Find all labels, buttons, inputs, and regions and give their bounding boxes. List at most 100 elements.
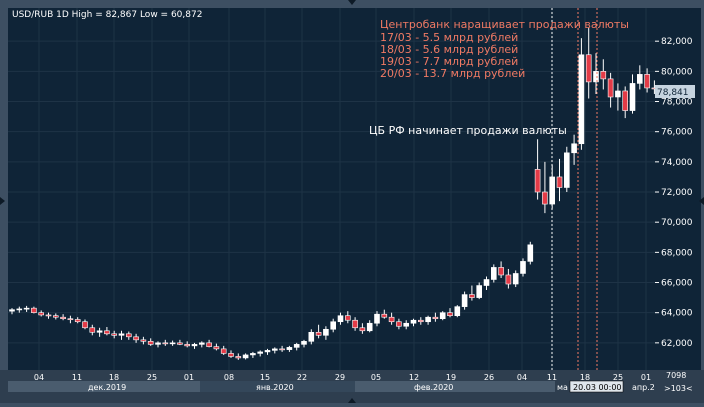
candle-body xyxy=(133,336,139,341)
candle xyxy=(520,258,526,277)
candle-body xyxy=(381,313,388,318)
y-tick-label: 66,000 xyxy=(661,279,693,289)
candle xyxy=(126,331,132,340)
candle-body xyxy=(352,319,358,329)
volume-label: 7098 xyxy=(666,371,686,380)
candle-body xyxy=(439,312,446,320)
candle-body xyxy=(23,307,30,310)
candle-body xyxy=(206,342,212,347)
annotation-white-note: ЦБ РФ начинает продажи валюты xyxy=(369,124,567,137)
candle xyxy=(622,86,629,119)
candle xyxy=(563,146,570,193)
candle-body xyxy=(622,90,629,111)
y-tick-label: 82,000 xyxy=(661,37,693,47)
plot-area xyxy=(8,8,655,370)
candle-body xyxy=(512,273,519,285)
candle xyxy=(177,339,183,346)
price-axis-area xyxy=(655,8,701,370)
x-tick-label: 22 xyxy=(297,373,307,382)
candle xyxy=(235,353,242,360)
month-label: фев.2020 xyxy=(414,383,453,392)
x-tick-label: 19 xyxy=(446,373,456,382)
candle xyxy=(250,351,256,358)
candle xyxy=(505,268,512,289)
candle-body xyxy=(520,261,526,274)
candle xyxy=(629,74,636,114)
candle xyxy=(315,324,322,339)
candle-body xyxy=(403,322,410,327)
candle-body xyxy=(111,333,117,336)
candle-body xyxy=(556,176,563,188)
candle-body xyxy=(315,331,322,336)
candle xyxy=(9,308,15,315)
candle xyxy=(104,327,110,336)
candle xyxy=(571,134,577,165)
x-tick-label: 15 xyxy=(260,373,270,382)
candle xyxy=(636,65,643,90)
candle-body xyxy=(177,342,183,345)
candle xyxy=(498,261,504,278)
candle xyxy=(556,158,563,202)
candle xyxy=(461,291,468,310)
x-tick-label: 18 xyxy=(580,373,590,382)
right-arrow-icon[interactable] xyxy=(699,197,704,205)
candle xyxy=(469,285,475,301)
candle-body xyxy=(476,285,483,298)
x-tick-label: 04 xyxy=(517,373,527,382)
x-tick-label: 25 xyxy=(613,373,623,382)
left-arrow-icon[interactable] xyxy=(0,197,5,205)
candle xyxy=(52,313,59,320)
annotation-red-title: Центробанк наращивает продажи валюты xyxy=(380,18,629,31)
crosshair-date: 20.03 00:00 xyxy=(573,383,622,392)
candle-body xyxy=(542,191,548,205)
candle-body xyxy=(31,307,37,313)
scroll-label[interactable]: >103< xyxy=(664,384,693,393)
x-tick-label: 11 xyxy=(547,373,557,382)
candle xyxy=(140,336,147,345)
candle-body xyxy=(96,330,103,333)
candle xyxy=(454,305,461,318)
x-tick-label: 11 xyxy=(72,373,82,382)
top-arrow-icon[interactable] xyxy=(348,0,356,5)
candle-body xyxy=(505,274,512,285)
candle xyxy=(483,276,490,291)
candle xyxy=(228,350,234,358)
x-tick-label: 04 xyxy=(34,373,44,382)
candle xyxy=(644,68,650,93)
candle xyxy=(403,320,410,330)
candle xyxy=(31,306,37,314)
candle xyxy=(74,317,81,324)
candle xyxy=(118,330,125,340)
candle-body xyxy=(644,74,650,89)
candle xyxy=(257,350,264,357)
candle-body xyxy=(279,348,285,351)
y-tick-label: 74,000 xyxy=(661,158,693,168)
candle-body xyxy=(67,318,74,321)
y-tick-label: 68,000 xyxy=(661,248,693,258)
candle xyxy=(206,339,212,348)
chart-title: USD/RUB 1D High = 82,867 Low = 60,872 xyxy=(12,10,202,20)
candle xyxy=(323,326,329,340)
candle xyxy=(366,320,373,333)
price-label-box xyxy=(655,85,695,98)
candle xyxy=(38,310,45,317)
candle xyxy=(162,339,169,346)
bottom-arrow-icon[interactable] xyxy=(348,398,356,403)
candle-body xyxy=(410,319,417,324)
candle xyxy=(417,317,424,325)
candle xyxy=(330,318,337,333)
candle xyxy=(359,323,366,334)
candle xyxy=(534,139,541,200)
candle xyxy=(432,312,439,322)
candle xyxy=(308,329,315,345)
candle-body xyxy=(571,143,577,154)
y-tick-label: 76,000 xyxy=(661,128,693,138)
candle xyxy=(542,161,548,214)
candle xyxy=(352,317,358,331)
candle xyxy=(133,333,139,343)
x-tick-label: 25 xyxy=(147,373,157,382)
candle xyxy=(45,312,52,319)
candle-body xyxy=(301,341,307,345)
candle-body xyxy=(264,350,271,353)
